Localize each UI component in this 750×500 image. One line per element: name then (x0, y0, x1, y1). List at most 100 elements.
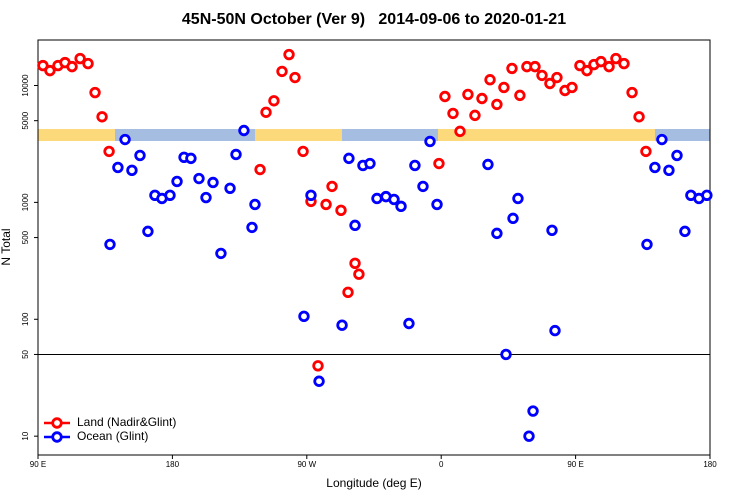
series (37, 48, 652, 372)
point (320, 198, 332, 211)
y-tick-label: 1000 (21, 193, 30, 211)
y-tick-label: 10 (21, 431, 30, 440)
legend-label: Land (Nadir&Glint) (77, 415, 176, 429)
point (551, 71, 563, 84)
point (238, 124, 250, 137)
point (491, 98, 503, 111)
point (527, 405, 539, 417)
point (215, 247, 227, 260)
y-tick-label: 100 (21, 312, 30, 326)
x-tick-label: 90 E (30, 460, 46, 469)
point (230, 148, 242, 161)
point (119, 133, 131, 146)
point (544, 77, 556, 90)
point (297, 145, 309, 158)
legend-label: Ocean (Glint) (77, 429, 148, 443)
point (246, 221, 258, 234)
point (112, 161, 124, 174)
point (679, 225, 691, 238)
point (104, 238, 116, 251)
point (134, 149, 146, 162)
point (103, 145, 115, 158)
point (433, 157, 445, 170)
point (633, 111, 645, 123)
point (439, 90, 451, 103)
point (476, 92, 488, 105)
point (566, 81, 578, 94)
point (663, 164, 675, 177)
point (447, 107, 459, 120)
point (656, 133, 668, 146)
point (249, 198, 261, 211)
point (610, 52, 622, 65)
point (349, 219, 361, 232)
land-strip (255, 129, 342, 141)
point (74, 52, 86, 65)
point (641, 238, 653, 251)
y-tick-label: 500 (21, 230, 30, 244)
y-tick-label: 50 (21, 349, 30, 358)
point (276, 65, 288, 78)
point (395, 200, 407, 213)
legend-marker (51, 431, 63, 443)
plot-frame (37, 39, 711, 456)
point (507, 212, 519, 225)
series (104, 124, 713, 442)
y-tick-label: 10000 (21, 74, 30, 97)
point (388, 193, 400, 206)
point (335, 204, 347, 217)
point (469, 109, 481, 122)
map-strip (38, 129, 710, 141)
point (44, 64, 56, 77)
point (498, 81, 510, 94)
point (546, 224, 558, 236)
point (207, 176, 219, 189)
chart-title: 45N-50N October (Ver 9) 2014-09-06 to 20… (182, 11, 566, 28)
y-tick-label: 5000 (21, 111, 30, 129)
point (164, 189, 176, 201)
point (289, 71, 301, 84)
x-tick-label: 180 (703, 460, 717, 469)
point (312, 360, 324, 372)
point (484, 74, 496, 86)
point (260, 106, 272, 118)
point (298, 310, 310, 323)
point (500, 348, 512, 361)
point (171, 175, 183, 188)
point (529, 60, 541, 73)
point (326, 180, 338, 193)
point (371, 192, 383, 205)
point (512, 192, 524, 205)
legend-marker (51, 417, 63, 429)
point (454, 125, 466, 138)
point (224, 182, 236, 194)
point (431, 198, 443, 211)
point (649, 161, 661, 174)
point (462, 88, 474, 101)
x-axis-label: Longitude (deg E) (326, 476, 421, 490)
point (126, 164, 138, 177)
x-tick-label: 90 E (567, 460, 583, 469)
point (353, 268, 365, 280)
point (671, 149, 683, 162)
point (66, 60, 78, 73)
point (424, 135, 436, 148)
point (185, 152, 197, 165)
point (82, 57, 94, 70)
point (701, 189, 713, 201)
point (349, 257, 361, 270)
point (343, 152, 355, 165)
point (305, 189, 317, 201)
point (514, 89, 526, 102)
point (618, 57, 630, 70)
point (581, 64, 593, 77)
point (506, 62, 518, 75)
land-strip (438, 129, 655, 141)
y-axis-label: N Total (0, 228, 13, 265)
point (254, 163, 266, 176)
point (96, 111, 108, 123)
point (403, 317, 415, 330)
point (89, 86, 101, 99)
point (640, 145, 652, 158)
point (523, 430, 535, 442)
